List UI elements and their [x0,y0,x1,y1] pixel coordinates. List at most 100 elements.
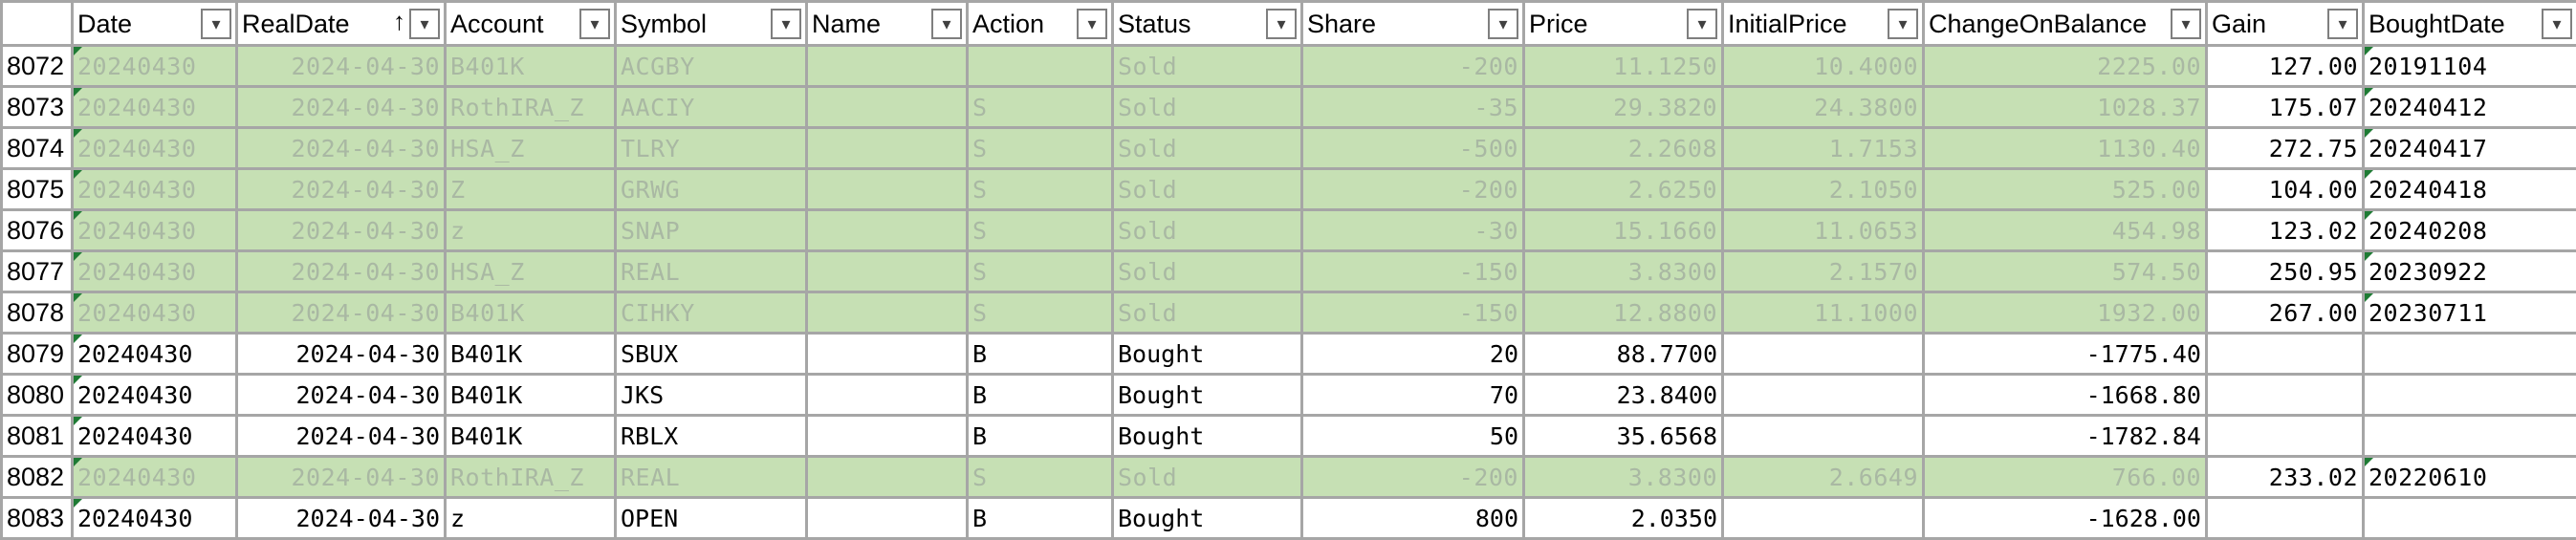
cell-change-on-balance[interactable]: 1130.40 [1924,128,2207,169]
cell-bought-date[interactable]: 20240417 [2364,128,2576,169]
filter-dropdown-button[interactable]: ▾ [1077,9,1107,39]
corner-cell[interactable] [2,2,73,46]
cell-change-on-balance[interactable]: 454.98 [1924,210,2207,251]
filter-dropdown-button[interactable]: ▾ [2327,9,2358,39]
cell-real-date[interactable]: 2024-04-30 [237,498,446,539]
cell-name[interactable] [807,375,968,416]
cell-date[interactable]: 20240430 [73,498,237,539]
cell-status[interactable]: Bought [1113,498,1302,539]
cell-symbol[interactable]: AACIY [616,87,807,128]
cell-action[interactable]: S [968,128,1113,169]
cell-real-date[interactable]: 2024-04-30 [237,457,446,498]
cell-status[interactable]: Sold [1113,292,1302,334]
cell-date[interactable]: 20240430 [73,416,237,457]
cell-initial-price[interactable]: 11.0653 [1723,210,1924,251]
cell-action[interactable]: S [968,87,1113,128]
cell-initial-price[interactable]: 2.1570 [1723,251,1924,292]
cell-name[interactable] [807,210,968,251]
cell-status[interactable]: Sold [1113,169,1302,210]
cell-price[interactable]: 29.3820 [1524,87,1723,128]
cell-symbol[interactable]: REAL [616,251,807,292]
column-header-initial-price[interactable]: InitialPrice▾ [1723,2,1924,46]
cell-change-on-balance[interactable]: -1782.84 [1924,416,2207,457]
cell-initial-price[interactable]: 10.4000 [1723,46,1924,87]
cell-initial-price[interactable]: 2.6649 [1723,457,1924,498]
column-header-symbol[interactable]: Symbol▾ [616,2,807,46]
row-number[interactable]: 8076 [2,210,73,251]
cell-status[interactable]: Sold [1113,46,1302,87]
cell-account[interactable]: z [446,498,616,539]
cell-name[interactable] [807,169,968,210]
cell-price[interactable]: 23.8400 [1524,375,1723,416]
cell-account[interactable]: B401K [446,292,616,334]
cell-gain[interactable] [2207,498,2364,539]
row-number[interactable]: 8077 [2,251,73,292]
column-header-account[interactable]: Account▾ [446,2,616,46]
cell-change-on-balance[interactable]: 574.50 [1924,251,2207,292]
row-number[interactable]: 8082 [2,457,73,498]
cell-real-date[interactable]: 2024-04-30 [237,334,446,375]
row-number[interactable]: 8080 [2,375,73,416]
column-header-action[interactable]: Action▾ [968,2,1113,46]
filter-dropdown-button[interactable]: ▾ [201,9,231,39]
cell-action[interactable]: S [968,210,1113,251]
cell-gain[interactable]: 267.00 [2207,292,2364,334]
cell-date[interactable]: 20240430 [73,169,237,210]
filter-dropdown-button[interactable]: ▾ [931,9,962,39]
cell-initial-price[interactable] [1723,416,1924,457]
cell-real-date[interactable]: 2024-04-30 [237,210,446,251]
cell-gain[interactable]: 272.75 [2207,128,2364,169]
cell-share[interactable]: 800 [1302,498,1524,539]
cell-bought-date[interactable] [2364,375,2576,416]
cell-change-on-balance[interactable]: -1628.00 [1924,498,2207,539]
cell-status[interactable]: Bought [1113,334,1302,375]
cell-gain[interactable]: 123.02 [2207,210,2364,251]
cell-price[interactable]: 12.8800 [1524,292,1723,334]
cell-gain[interactable]: 233.02 [2207,457,2364,498]
cell-gain[interactable] [2207,416,2364,457]
cell-symbol[interactable]: SNAP [616,210,807,251]
cell-symbol[interactable]: TLRY [616,128,807,169]
cell-price[interactable]: 2.6250 [1524,169,1723,210]
cell-symbol[interactable]: GRWG [616,169,807,210]
cell-initial-price[interactable] [1723,375,1924,416]
column-header-change-on-balance[interactable]: ChangeOnBalance▾ [1924,2,2207,46]
row-number[interactable]: 8074 [2,128,73,169]
cell-share[interactable]: -150 [1302,292,1524,334]
cell-change-on-balance[interactable]: 525.00 [1924,169,2207,210]
cell-price[interactable]: 11.1250 [1524,46,1723,87]
cell-initial-price[interactable]: 24.3800 [1723,87,1924,128]
cell-bought-date[interactable]: 20240412 [2364,87,2576,128]
cell-action[interactable]: B [968,334,1113,375]
cell-change-on-balance[interactable]: 1932.00 [1924,292,2207,334]
cell-date[interactable]: 20240430 [73,457,237,498]
cell-gain[interactable] [2207,375,2364,416]
sort-filter-button[interactable]: ▾ [409,9,440,39]
cell-share[interactable]: -35 [1302,87,1524,128]
cell-action[interactable]: S [968,457,1113,498]
cell-symbol[interactable]: CIHKY [616,292,807,334]
cell-bought-date[interactable] [2364,498,2576,539]
cell-action[interactable]: B [968,498,1113,539]
cell-share[interactable]: -200 [1302,457,1524,498]
cell-change-on-balance[interactable]: -1775.40 [1924,334,2207,375]
cell-change-on-balance[interactable]: 2225.00 [1924,46,2207,87]
column-header-status[interactable]: Status▾ [1113,2,1302,46]
cell-name[interactable] [807,46,968,87]
cell-symbol[interactable]: JKS [616,375,807,416]
filter-dropdown-button[interactable]: ▾ [1266,9,1297,39]
cell-bought-date[interactable]: 20230711 [2364,292,2576,334]
cell-real-date[interactable]: 2024-04-30 [237,128,446,169]
cell-initial-price[interactable] [1723,498,1924,539]
cell-name[interactable] [807,251,968,292]
cell-account[interactable]: B401K [446,375,616,416]
cell-symbol[interactable]: SBUX [616,334,807,375]
column-header-bought-date[interactable]: BoughtDate▾ [2364,2,2576,46]
cell-account[interactable]: HSA_Z [446,128,616,169]
cell-date[interactable]: 20240430 [73,46,237,87]
cell-status[interactable]: Bought [1113,416,1302,457]
cell-account[interactable]: B401K [446,334,616,375]
row-number[interactable]: 8078 [2,292,73,334]
filter-dropdown-button[interactable]: ▾ [1888,9,1918,39]
cell-account[interactable]: RothIRA_Z [446,457,616,498]
